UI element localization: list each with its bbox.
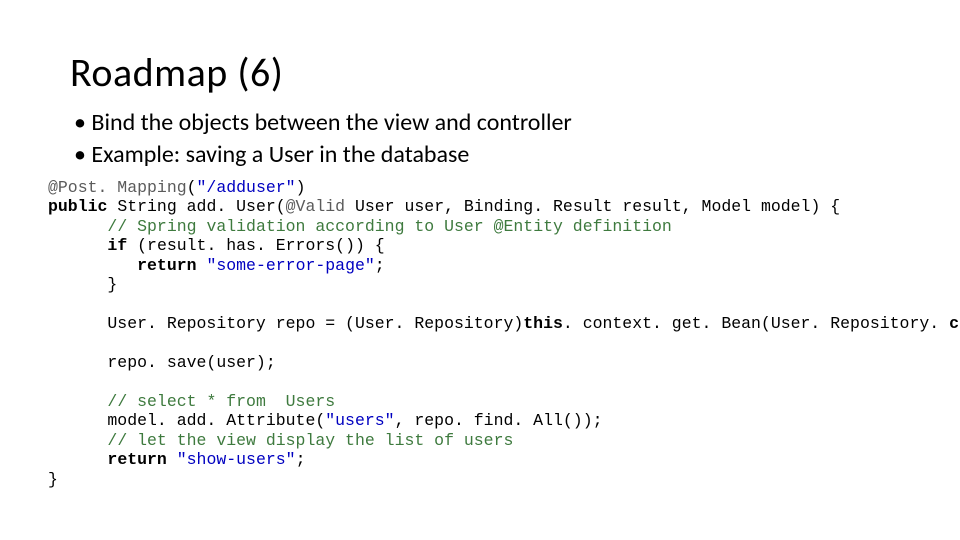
code-token-kw: public (48, 197, 107, 216)
code-token-str: "/adduser" (197, 178, 296, 197)
code-token-ann: @Valid (286, 197, 345, 216)
code-token-com: // let the view display the list of user… (107, 431, 513, 450)
code-token-kw: if (107, 236, 127, 255)
code-token-com: // select * from Users (107, 392, 335, 411)
code-token-ann: @Post. Mapping (48, 178, 187, 197)
code-block: @Post. Mapping("/adduser") public String… (48, 178, 908, 490)
code-token-kw: return (137, 256, 196, 275)
code-token-kw: class (949, 314, 960, 333)
bullet-item: Example: saving a User in the database (74, 139, 908, 171)
code-token-kw: return (107, 450, 166, 469)
bullet-item: Bind the objects between the view and co… (74, 107, 908, 139)
code-token-str: "some-error-page" (206, 256, 374, 275)
code-token-str: "show-users" (177, 450, 296, 469)
code-token-kw: this (523, 314, 563, 333)
slide: Roadmap (6) Bind the objects between the… (0, 0, 960, 540)
bullet-list: Bind the objects between the view and co… (74, 107, 908, 172)
code-token-str: "users" (325, 411, 394, 430)
slide-title: Roadmap (6) (70, 48, 908, 97)
code-token-com: // Spring validation according to User @… (107, 217, 671, 236)
